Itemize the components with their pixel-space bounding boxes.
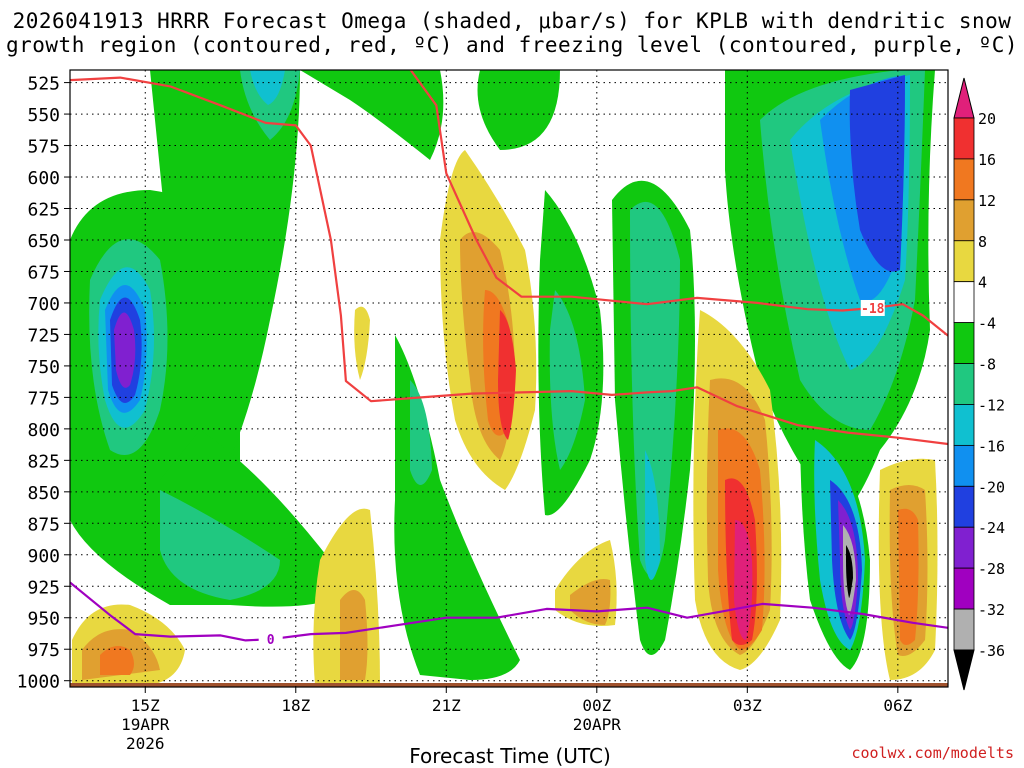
x-tick-label-00Z: 00Z: [582, 696, 611, 715]
colorbar-label--12: -12: [978, 396, 1005, 414]
y-tick-label-625: 625: [27, 200, 60, 221]
omega-region-lower-right-black: [846, 545, 853, 598]
omega-region-col2-teal: [549, 290, 585, 470]
colorbar-label-4: 4: [978, 274, 987, 292]
x-axis-title: Forecast Time (UTC): [409, 744, 611, 768]
omega-region-gold-lower-center: [570, 579, 611, 625]
colorbar-label--16: -16: [978, 437, 1005, 455]
x-tick-label-06Z: 06Z: [883, 696, 912, 715]
y-tick-label-800: 800: [27, 420, 60, 441]
colorbar-label-20: 20: [978, 110, 996, 128]
y-tick-label-775: 775: [27, 388, 60, 409]
omega-region-right-navy: [849, 75, 905, 272]
omega-region-yellow-sliver: [354, 306, 370, 380]
y-tick-label-725: 725: [27, 325, 60, 346]
colorbar-swatch-3: [953, 240, 975, 283]
colorbar-swatch-11: [953, 567, 975, 610]
omega-region-green-band: [300, 70, 444, 160]
colorbar-swatch-9: [953, 485, 975, 528]
omega-region-lower-mid-gold: [340, 590, 368, 680]
y-tick-label-825: 825: [27, 451, 60, 472]
contour-freezing-level: [70, 581, 948, 642]
pressure-gridlines: [70, 70, 948, 687]
colorbar-label--20: -20: [978, 478, 1005, 496]
colorbar-bottom-triangle: [953, 649, 975, 691]
colorbar-label-12: 12: [978, 192, 996, 210]
colorbar-swatch-8: [953, 444, 975, 487]
omega-region-bottom-left-orange: [100, 646, 134, 675]
colorbar-label--36: -36: [978, 642, 1005, 660]
colorbar-swatch-6: [953, 363, 975, 405]
y-tick-label-925: 925: [27, 577, 60, 598]
y-tick-label-975: 975: [27, 640, 60, 661]
y-tick-label-700: 700: [27, 294, 60, 315]
contour-label-freezing-level: 0: [267, 633, 275, 648]
contour-label-bg-freezing-level: [258, 631, 283, 648]
colorbar-label--28: -28: [978, 560, 1005, 578]
x-tick-year-15Z: 2026: [126, 734, 165, 753]
pressure-axis: 525 550 575 600 625 650 675 700 725 750 775 800 825 8…: [17, 74, 70, 693]
chart-title-line1: 2026041913 HRRR Forecast Omega (shaded, …: [12, 9, 1012, 33]
ground-strip: [70, 683, 948, 687]
colorbar-swatch-12: [953, 608, 975, 651]
y-tick-label-650: 650: [27, 231, 60, 252]
y-tick-label-550: 550: [27, 105, 60, 126]
colorbar-swatch-1: [953, 158, 975, 201]
colorbar-label--24: -24: [978, 519, 1005, 537]
y-tick-label-900: 900: [27, 546, 60, 567]
omega-region-upper-cyan: [250, 70, 285, 105]
colorbar-swatch-7: [953, 404, 975, 446]
contour-dgz-upper: [70, 76, 948, 446]
colorbar-label-8: 8: [978, 233, 987, 251]
contour-lines: -18 0: [70, 70, 948, 648]
y-tick-label-875: 875: [27, 514, 60, 535]
omega-region-col3-cyan: [645, 450, 660, 580]
y-tick-label-575: 575: [27, 137, 60, 158]
y-tick-label-600: 600: [27, 168, 60, 189]
y-tick-label-525: 525: [27, 74, 60, 95]
x-tick-label-21Z: 21Z: [432, 696, 461, 715]
contour-label-dgz-lower: -18: [861, 302, 885, 317]
x-tick-label-18Z: 18Z: [281, 696, 310, 715]
y-tick-label-750: 750: [27, 357, 60, 378]
colorbar-label--32: -32: [978, 601, 1005, 619]
x-tick-date-15Z: 19APR: [121, 715, 170, 734]
y-tick-label-675: 675: [27, 262, 60, 283]
colorbar-swatch-5: [953, 322, 975, 364]
omega-region-lower-right-orange: [898, 508, 919, 645]
omega-region-col3-teal: [630, 201, 680, 576]
omega-shading: [70, 70, 948, 687]
colorbar-swatch-4: [953, 281, 975, 324]
omega-region-col1-teal: [410, 380, 432, 485]
y-tick-label-850: 850: [27, 483, 60, 504]
y-tick-label-1000: 1000: [17, 672, 60, 693]
omega-colorbar: 20 16 12 8 4 -4 -8 -12 -16 -20 -24 -28 -32 -36: [953, 77, 1005, 691]
colorbar-swatch-0: [953, 117, 975, 160]
omega-region-rising-core-1-red: [498, 310, 516, 440]
omega-region-upper-green: [150, 70, 300, 480]
x-tick-date-00Z: 20APR: [573, 715, 622, 734]
omega-region-left-purple: [114, 312, 136, 388]
y-tick-label-950: 950: [27, 609, 60, 630]
omega-region-green-right-top: [477, 70, 560, 150]
contour-label-bg-dgz-lower: [860, 299, 885, 316]
colorbar-label-16: 16: [978, 151, 996, 169]
x-tick-label-15Z: 15Z: [131, 696, 160, 715]
omega-region-upper-teal: [240, 70, 300, 140]
colorbar-label--4: -4: [978, 315, 996, 333]
plot-frame: [69, 69, 949, 688]
credit-text: coolwx.com/modelts: [851, 744, 1014, 762]
colorbar-swatch-10: [953, 526, 975, 569]
omega-region-mid-teal: [160, 490, 280, 600]
x-tick-label-03Z: 03Z: [733, 696, 762, 715]
colorbar-top-triangle: [953, 77, 975, 119]
colorbar-swatch-2: [953, 199, 975, 242]
colorbar-label--8: -8: [978, 356, 996, 374]
chart-title-line2: growth region (contoured, red, ºC) and f…: [5, 33, 1019, 57]
